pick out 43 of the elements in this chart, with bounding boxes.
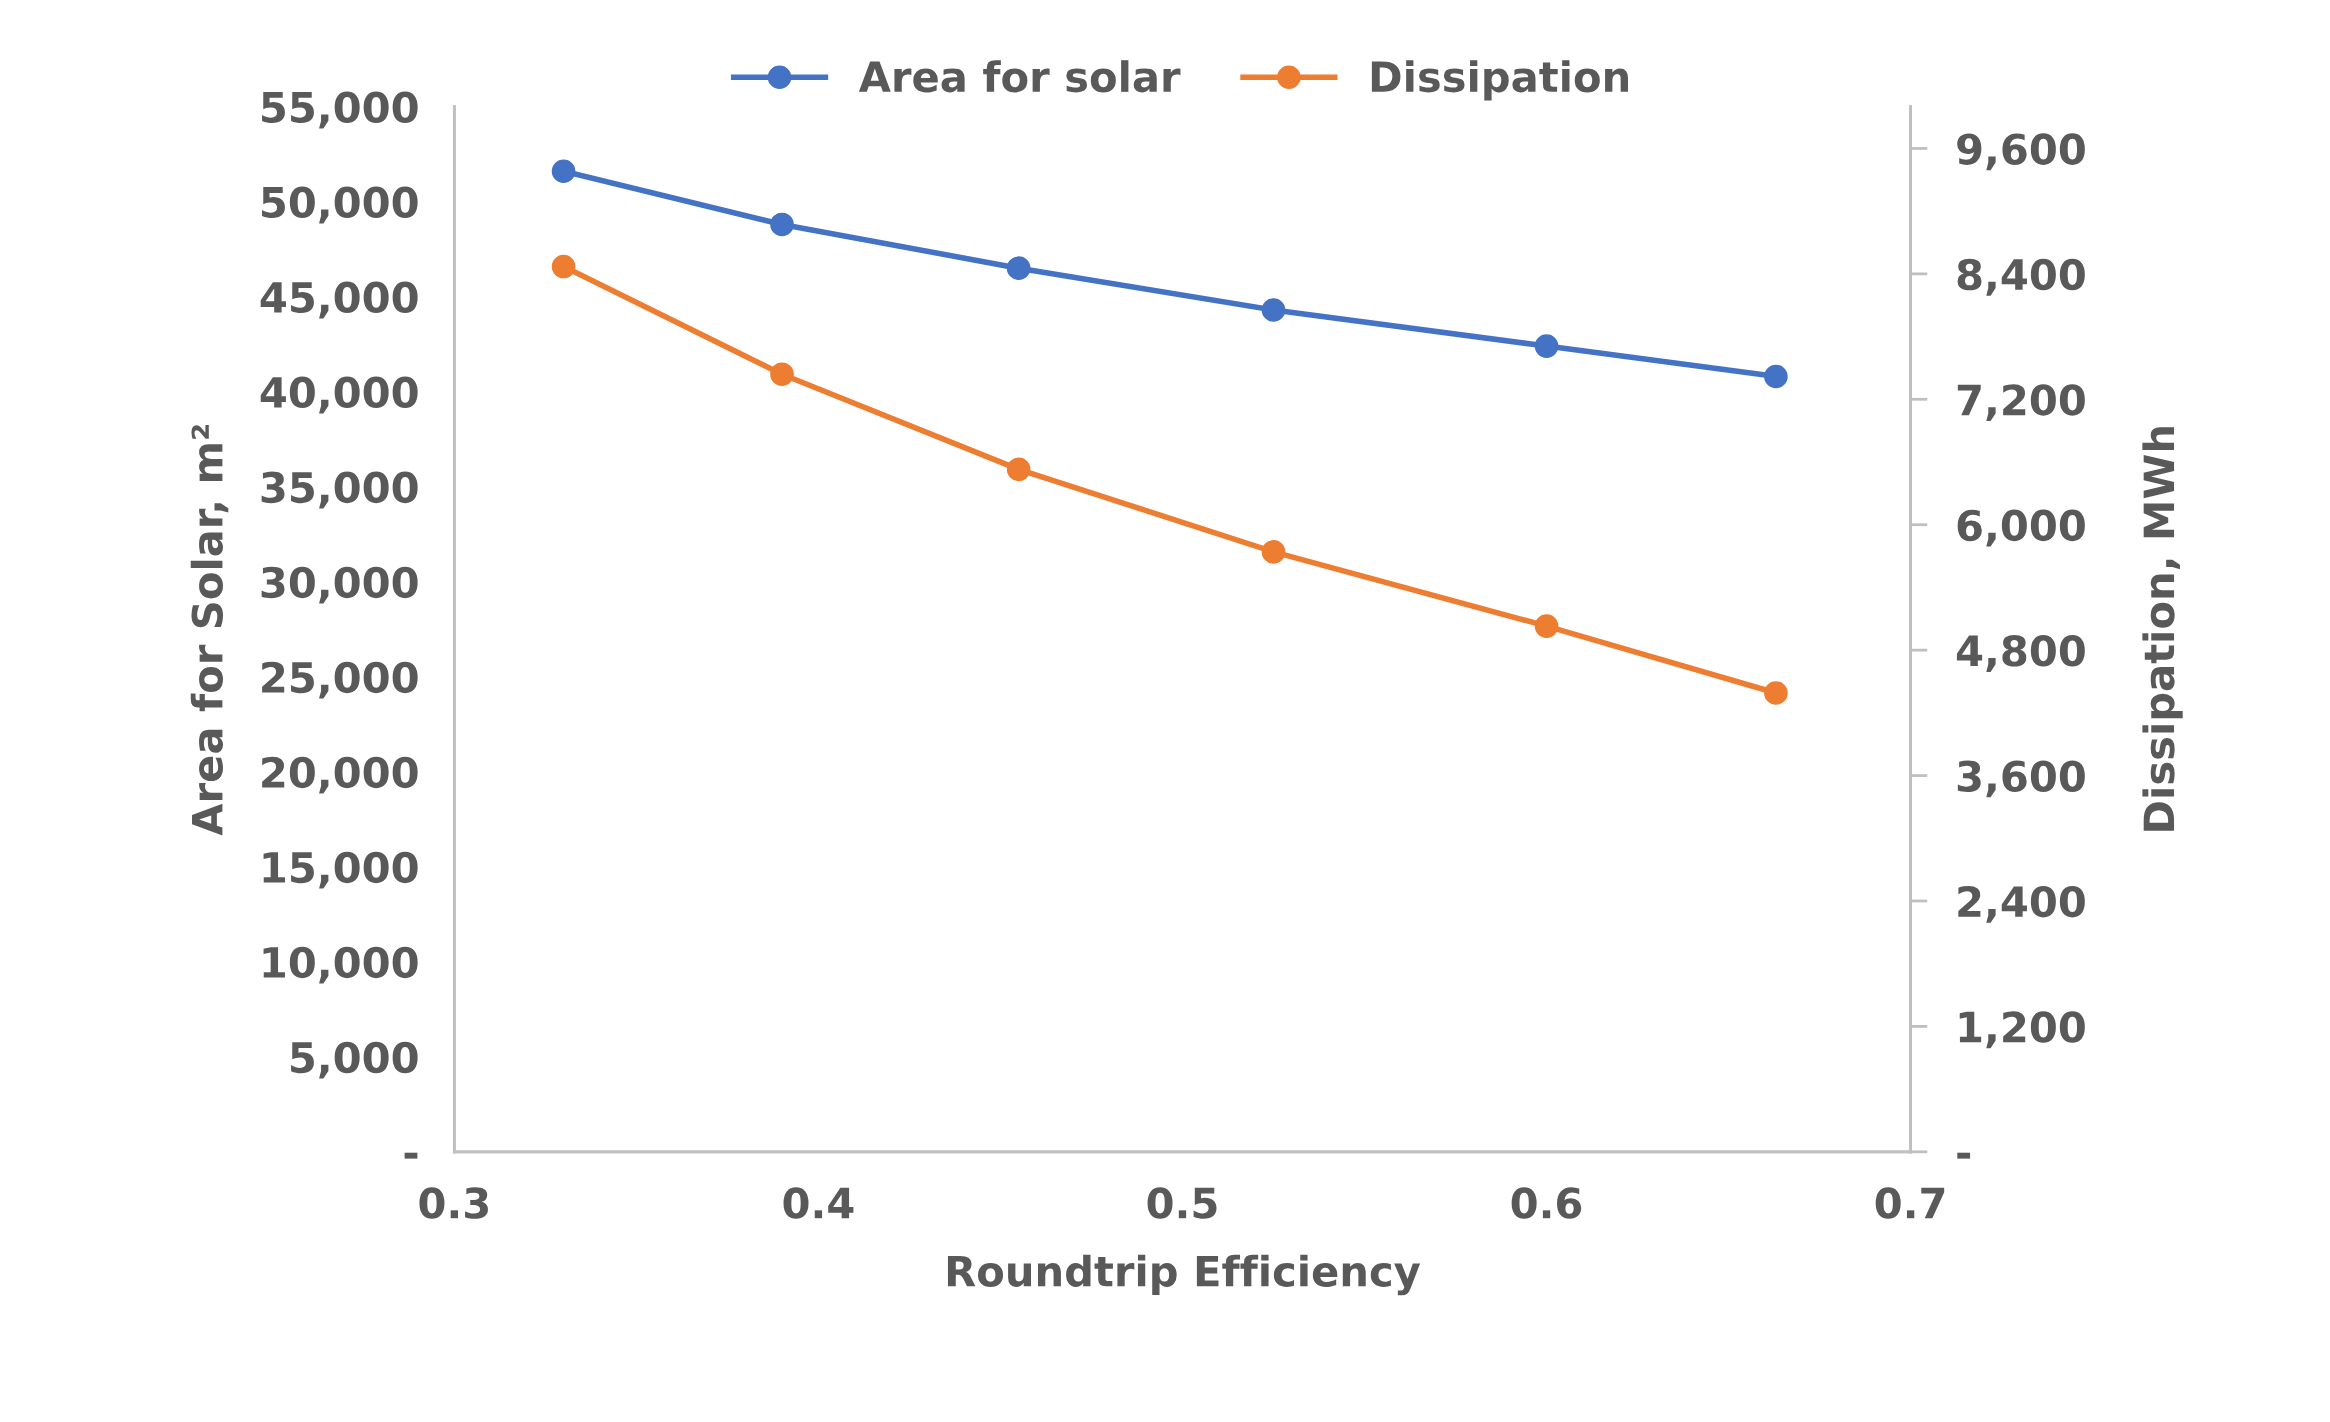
x-tick-label: 0.6 bbox=[1511, 1187, 1582, 1219]
y2-tick-label: 1,200 bbox=[1959, 1011, 2085, 1049]
point bbox=[770, 212, 794, 237]
y-tick-label: 5,000 bbox=[291, 1041, 418, 1079]
point bbox=[551, 159, 576, 184]
point bbox=[1534, 614, 1559, 638]
y-tick-label: 45,000 bbox=[260, 281, 418, 319]
y-tick-label: 55,000 bbox=[262, 91, 418, 129]
x-tick-label: 0.5 bbox=[1147, 1187, 1217, 1219]
y2-tick-label: - bbox=[1957, 1152, 1971, 1159]
x-tick-label: 0.7 bbox=[1875, 1187, 1945, 1219]
legend-label: Dissipation bbox=[1371, 60, 1628, 101]
y2-tick-label: 6,000 bbox=[1957, 509, 2085, 547]
legend-label: Area for solar bbox=[858, 60, 1181, 93]
y2-tick-label: 2,400 bbox=[1958, 885, 2085, 923]
y-tick-label: 50,000 bbox=[262, 186, 418, 224]
point bbox=[1261, 298, 1286, 322]
point bbox=[770, 362, 794, 387]
point bbox=[1261, 540, 1286, 564]
y-tick-label: 35,000 bbox=[261, 471, 418, 509]
y-tick-label: 25,000 bbox=[262, 661, 418, 699]
y-tick-label: 20,000 bbox=[262, 756, 418, 794]
y2-axis-title: Dissipation, MWh bbox=[2142, 427, 2183, 831]
y-tick-label: 30,000 bbox=[261, 566, 418, 604]
y-tick-label: - bbox=[404, 1152, 418, 1159]
point bbox=[1534, 334, 1559, 358]
point bbox=[1764, 681, 1788, 705]
x-axis-title: Roundtrip Efficiency bbox=[947, 1254, 1421, 1296]
y2-tick-label: 4,800 bbox=[1956, 635, 2085, 672]
y-tick-label: 10,000 bbox=[263, 946, 418, 984]
x-tick-label: 0.3 bbox=[419, 1187, 488, 1219]
y2-tick-label: 7,200 bbox=[1957, 384, 2085, 422]
y-tick-label: 40,000 bbox=[260, 376, 418, 414]
point bbox=[1006, 256, 1031, 280]
y2-tick-label: 3,600 bbox=[1957, 760, 2085, 798]
x-tick-label: 0.4 bbox=[783, 1187, 854, 1219]
point bbox=[1764, 364, 1788, 389]
y-axis-title: Area for Solar, m² bbox=[190, 425, 229, 836]
point bbox=[1006, 457, 1031, 482]
y2-tick-label: 9,600 bbox=[1957, 133, 2085, 171]
point bbox=[551, 254, 576, 279]
y2-tick-label: 8,400 bbox=[1957, 258, 2085, 296]
y-tick-label: 15,000 bbox=[263, 851, 418, 889]
